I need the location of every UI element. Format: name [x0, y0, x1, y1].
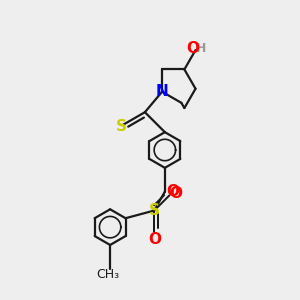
- Text: N: N: [156, 84, 169, 99]
- Text: S: S: [116, 119, 127, 134]
- Text: O: O: [186, 41, 199, 56]
- Text: S: S: [149, 203, 160, 218]
- Text: O: O: [167, 184, 180, 199]
- Text: H: H: [196, 42, 206, 55]
- Text: O: O: [169, 186, 182, 201]
- Text: CH₃: CH₃: [96, 268, 119, 281]
- Text: O: O: [148, 232, 161, 247]
